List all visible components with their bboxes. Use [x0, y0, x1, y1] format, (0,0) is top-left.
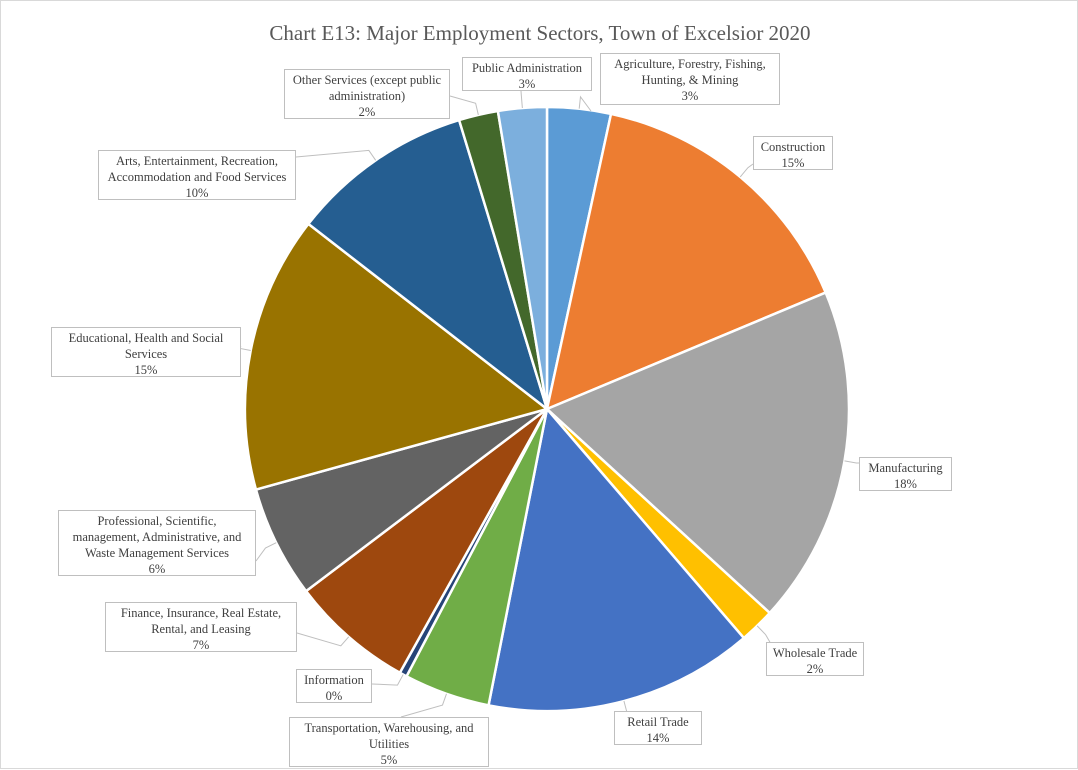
- leader-line: [296, 632, 350, 647]
- data-label-percent: 14%: [646, 731, 670, 745]
- data-label-percent: 0%: [325, 689, 343, 703]
- data-label: Other Services (except public administra…: [284, 69, 450, 119]
- data-label-name: Information: [304, 673, 364, 687]
- chart-title: Chart E13: Major Employment Sectors, Tow…: [269, 21, 811, 45]
- leader-line: [578, 95, 592, 112]
- data-label: Arts, Entertainment, Recreation, Accommo…: [98, 150, 296, 200]
- data-label: Professional, Scientific, management, Ad…: [58, 510, 256, 576]
- leader-line: [844, 460, 860, 464]
- data-label: Transportation, Warehousing, and Utiliti…: [289, 717, 489, 767]
- leader-line: [739, 163, 754, 178]
- leader-line: [756, 625, 772, 645]
- pie-slice: [306, 118, 550, 413]
- data-label-name: Finance, Insurance, Real Estate, Rental,…: [120, 606, 282, 636]
- data-label-percent: 18%: [894, 477, 917, 491]
- data-label-percent: 2%: [806, 662, 824, 676]
- data-label-name: Retail Trade: [627, 715, 689, 729]
- data-label: Retail Trade 14%: [614, 711, 702, 745]
- data-label-name: Agriculture, Forestry, Fishing, Hunting,…: [614, 57, 766, 87]
- data-label: Agriculture, Forestry, Fishing, Hunting,…: [600, 53, 780, 105]
- data-label-name: Educational, Health and Social Services: [68, 331, 224, 361]
- data-label-name: Construction: [760, 140, 826, 154]
- leader-line: [449, 95, 479, 116]
- data-label: Manufacturing 18%: [859, 457, 952, 491]
- data-label: Educational, Health and Social Services 1…: [51, 327, 241, 377]
- data-label-name: Manufacturing: [868, 461, 943, 475]
- data-label: Construction 15%: [753, 136, 833, 170]
- data-label-name: Wholesale Trade: [772, 646, 858, 660]
- leader-line: [520, 90, 523, 109]
- data-label-percent: 3%: [518, 77, 536, 91]
- data-label-percent: 10%: [185, 186, 209, 200]
- data-label-name: Arts, Entertainment, Recreation, Accommo…: [107, 154, 287, 184]
- pie-slice: [496, 105, 549, 410]
- leader-line: [400, 693, 447, 718]
- data-label-name: Public Administration: [471, 61, 583, 75]
- data-label-name: Other Services (except public administra…: [292, 73, 442, 103]
- pie-slice: [304, 408, 549, 675]
- data-label-percent: 15%: [134, 363, 158, 377]
- leader-line: [255, 542, 277, 562]
- data-label-name: Transportation, Warehousing, and Utiliti…: [304, 721, 474, 751]
- data-label: Finance, Insurance, Real Estate, Rental,…: [105, 602, 297, 652]
- data-label-percent: 7%: [192, 638, 210, 652]
- data-label-percent: 6%: [148, 562, 166, 576]
- data-label-percent: 3%: [681, 89, 699, 103]
- data-label-percent: 2%: [358, 105, 376, 119]
- leader-line: [371, 674, 404, 686]
- pie-slice: [487, 406, 746, 713]
- data-label: Information 0%: [296, 669, 372, 703]
- pie-slice: [545, 112, 828, 412]
- data-label-percent: 5%: [380, 753, 398, 767]
- data-label-percent: 15%: [781, 156, 805, 170]
- data-label: Wholesale Trade 2%: [766, 642, 864, 676]
- data-label: Public Administration 3%: [462, 57, 592, 91]
- leader-line: [295, 149, 377, 161]
- data-label-name: Professional, Scientific, management, Ad…: [72, 514, 242, 560]
